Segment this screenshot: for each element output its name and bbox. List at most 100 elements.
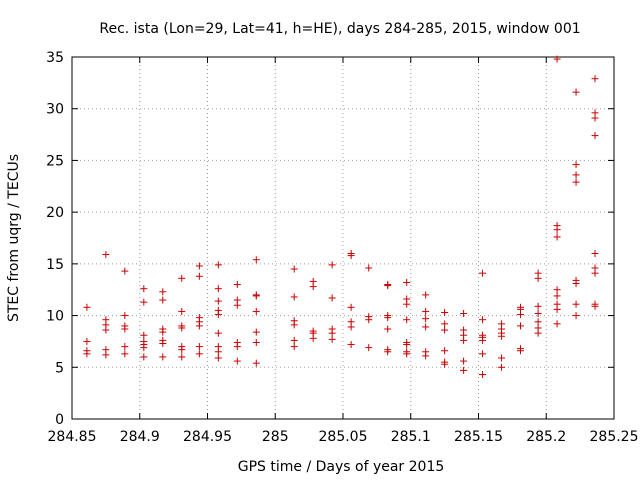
data-point (214, 329, 222, 337)
data-point (553, 292, 561, 300)
data-point (252, 307, 260, 315)
data-point (422, 352, 430, 360)
data-point (121, 343, 129, 351)
data-point (159, 328, 167, 336)
y-tick-label: 20 (46, 205, 64, 221)
data-point (195, 350, 203, 358)
data-point (252, 359, 260, 367)
data-point (591, 269, 599, 277)
data-point (384, 325, 392, 333)
x-tick-label: 285 (262, 429, 289, 445)
data-point (233, 281, 241, 289)
y-tick-label: 5 (55, 360, 64, 376)
data-point (403, 350, 411, 358)
data-point (83, 303, 91, 311)
data-point (140, 298, 148, 306)
data-point (460, 336, 468, 344)
data-point (422, 315, 430, 323)
data-point (479, 371, 487, 379)
data-point (441, 360, 449, 368)
data-point (140, 331, 148, 339)
data-point (159, 339, 167, 347)
data-point (553, 55, 561, 63)
data-point (591, 114, 599, 122)
data-point (290, 321, 298, 329)
data-point (195, 343, 203, 351)
data-point (422, 291, 430, 299)
data-point (403, 316, 411, 324)
data-point (572, 178, 580, 186)
data-point (384, 314, 392, 322)
data-point (140, 344, 148, 352)
y-axis-label: STEC from uqrg / TECUs (6, 154, 22, 322)
data-point (572, 161, 580, 169)
data-point (572, 312, 580, 320)
data-point (479, 269, 487, 277)
data-point (553, 233, 561, 241)
data-point (178, 307, 186, 315)
data-point (365, 344, 373, 352)
data-point (290, 343, 298, 351)
data-point (252, 256, 260, 264)
data-point (347, 341, 355, 349)
data-point (498, 363, 506, 371)
data-point (534, 318, 542, 326)
data-point (534, 302, 542, 310)
data-point (572, 280, 580, 288)
data-point (290, 336, 298, 344)
y-tick-label: 30 (46, 102, 64, 118)
data-point (328, 329, 336, 337)
data-point (460, 310, 468, 318)
data-point (591, 75, 599, 83)
data-point (102, 251, 110, 259)
data-point (572, 300, 580, 308)
data-point (498, 332, 506, 340)
data-point (591, 302, 599, 310)
data-point (328, 294, 336, 302)
data-point (328, 261, 336, 269)
tick-labels: 284.85 284.9 284.95 285 285.05 285.1 285.15 285… (46, 50, 638, 445)
data-point (214, 297, 222, 305)
data-point (347, 252, 355, 260)
data-point (553, 226, 561, 234)
data-point (347, 303, 355, 311)
data-point (252, 292, 260, 300)
data-point (534, 310, 542, 318)
data-point (534, 329, 542, 337)
y-tick-label: 15 (46, 257, 64, 273)
x-tick-label: 285.15 (454, 429, 503, 445)
data-point (214, 354, 222, 362)
data-point (195, 272, 203, 280)
data-point (252, 328, 260, 336)
data-point (441, 308, 449, 316)
data-point (309, 283, 317, 291)
data-point (403, 300, 411, 308)
data-point (83, 337, 91, 345)
data-point (290, 265, 298, 273)
data-points (83, 55, 599, 379)
data-point (214, 348, 222, 356)
data-point (140, 353, 148, 361)
data-point (422, 323, 430, 331)
data-point (121, 267, 129, 275)
data-point (479, 336, 487, 344)
data-point (572, 88, 580, 96)
data-point (479, 350, 487, 358)
chart-title: Rec. ista (Lon=29, Lat=41, h=HE), days 2… (99, 21, 580, 37)
data-point (517, 322, 525, 330)
data-point (384, 282, 392, 290)
data-point (534, 274, 542, 282)
data-point (214, 311, 222, 319)
data-point (553, 320, 561, 328)
x-tick-label: 284.85 (48, 429, 97, 445)
data-point (365, 316, 373, 324)
data-point (591, 132, 599, 140)
data-point (178, 274, 186, 282)
data-point (591, 250, 599, 258)
data-point (365, 264, 373, 272)
data-point (102, 326, 110, 334)
data-point (159, 296, 167, 304)
data-point (159, 353, 167, 361)
data-point (498, 354, 506, 362)
